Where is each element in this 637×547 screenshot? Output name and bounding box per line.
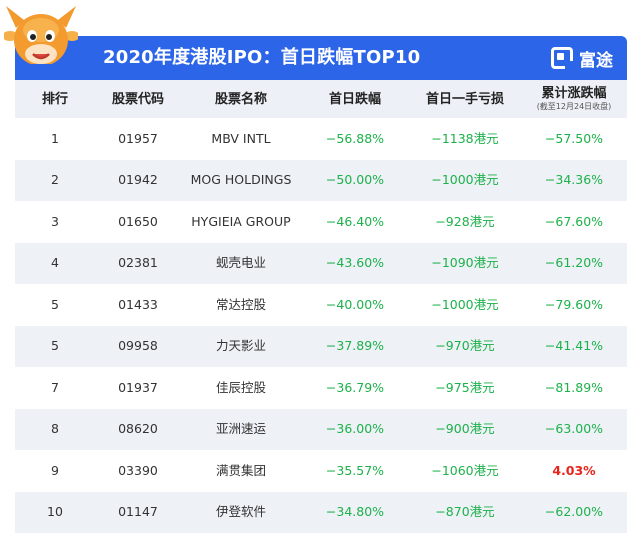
cell-cumulative: −62.00%	[521, 491, 627, 533]
cell-first-day-lot-loss: −1090港元	[409, 242, 521, 284]
cell-code: 09958	[95, 325, 181, 367]
cell-code: 01147	[95, 491, 181, 533]
header-rank: 排行	[15, 80, 95, 118]
cell-first-day-drop: −50.00%	[301, 159, 409, 201]
cell-first-day-drop: −34.80%	[301, 491, 409, 533]
table-row: 1 01957 MBV INTL −56.88% −1138港元 −57.50%	[15, 118, 627, 160]
cell-name: 蚬壳电业	[181, 242, 301, 284]
cow-mascot-icon	[4, 6, 78, 76]
table-row: 5 09958 力天影业 −37.89% −970港元 −41.41%	[15, 325, 627, 367]
page-title: 2020年度港股IPO：首日跌幅TOP10	[103, 47, 421, 68]
cell-first-day-drop: −46.40%	[325, 213, 385, 229]
cell-first-day-lot-loss: −900港元	[409, 408, 521, 450]
futu-logo-icon	[551, 47, 573, 69]
cell-first-day-lot-loss: −870港元	[409, 491, 521, 533]
header-code: 股票代码	[95, 80, 181, 118]
table-row: 8 08620 亚洲速运 −36.00% −900港元 −63.00%	[15, 408, 627, 450]
table-row: 9 03390 满贯集团 −35.57% −1060港元 4.03%	[15, 450, 627, 492]
cell-rank: 4	[15, 242, 95, 284]
table-header-row: 排行 股票代码 股票名称 首日跌幅 首日一手亏损 累计涨跌幅 (截至12月24日…	[15, 80, 627, 118]
brand: 富途	[551, 44, 613, 72]
cell-name: MOG HOLDINGS	[181, 159, 301, 201]
cell-first-day-drop: −43.60%	[301, 242, 409, 284]
header-cumulative-note: (截至12月24日收盘)	[536, 102, 612, 111]
cell-cumulative: −34.36%	[521, 159, 627, 201]
cell-rank: 5	[51, 296, 59, 312]
cell-code: 08620	[95, 408, 181, 450]
cell-name: 亚洲速运	[181, 408, 301, 450]
cell-code: 01433	[118, 296, 158, 312]
header-first-day-drop: 首日跌幅	[301, 80, 409, 118]
cell-first-day-lot-loss: −1000港元	[431, 296, 499, 312]
cell-cumulative: −41.41%	[521, 325, 627, 367]
brand-name: 富途	[579, 50, 613, 71]
table-row: 5 01433 常达控股 −40.00% −1000港元 −79.60%	[15, 284, 627, 326]
cell-cumulative: −57.50%	[544, 130, 604, 146]
cell-name: 佳辰控股	[215, 379, 266, 395]
cell-cumulative: −81.89%	[544, 379, 604, 395]
cell-code: 03390	[118, 462, 158, 478]
cell-first-day-drop: −40.00%	[325, 296, 385, 312]
cell-rank: 2	[15, 159, 95, 201]
cell-rank: 3	[51, 213, 59, 229]
cell-rank: 7	[51, 379, 59, 395]
cell-code: 02381	[95, 242, 181, 284]
header-first-day-lot-loss: 首日一手亏损	[409, 80, 521, 118]
table-row: 7 01937 佳辰控股 −36.79% −975港元 −81.89%	[15, 367, 627, 409]
cell-rank: 9	[51, 462, 59, 478]
cell-name: 满贯集团	[215, 462, 266, 478]
cell-code: 01650	[118, 213, 158, 229]
cell-first-day-lot-loss: −1138港元	[431, 130, 499, 146]
cell-first-day-lot-loss: −1000港元	[409, 159, 521, 201]
cell-first-day-lot-loss: −1060港元	[431, 462, 499, 478]
cell-first-day-drop: −36.00%	[301, 408, 409, 450]
title-banner: 2020年度港股IPO：首日跌幅TOP10 富途	[15, 36, 627, 80]
cell-cumulative: 4.03%	[552, 462, 596, 478]
header-cumulative-label: 累计涨跌幅	[541, 86, 607, 101]
cell-cumulative: −61.20%	[521, 242, 627, 284]
cell-first-day-drop: −56.88%	[325, 130, 385, 146]
cell-cumulative: −67.60%	[544, 213, 604, 229]
cell-code: 01937	[118, 379, 158, 395]
cell-first-day-drop: −37.89%	[301, 325, 409, 367]
cell-first-day-drop: −35.57%	[325, 462, 385, 478]
cell-rank: 10	[15, 491, 95, 533]
cell-name: 伊登软件	[181, 491, 301, 533]
table-row: 3 01650 HYGIEIA GROUP −46.40% −928港元 −67.60%	[15, 201, 627, 243]
cell-code: 01942	[95, 159, 181, 201]
cell-first-day-lot-loss: −970港元	[409, 325, 521, 367]
cell-cumulative: −63.00%	[521, 408, 627, 450]
table-row: 2 01942 MOG HOLDINGS −50.00% −1000港元 −34.36%	[15, 159, 627, 201]
cell-name: 常达控股	[215, 296, 266, 312]
cell-rank: 1	[51, 130, 59, 146]
cell-first-day-lot-loss: −975港元	[435, 379, 495, 395]
table-row: 10 01147 伊登软件 −34.80% −870港元 −62.00%	[15, 491, 627, 533]
ipo-drop-table: 排行 股票代码 股票名称 首日跌幅 首日一手亏损 累计涨跌幅 (截至12月24日…	[15, 80, 627, 533]
cell-code: 01957	[118, 130, 158, 146]
table-row: 4 02381 蚬壳电业 −43.60% −1090港元 −61.20%	[15, 242, 627, 284]
cell-name: HYGIEIA GROUP	[191, 213, 291, 229]
header-cumulative: 累计涨跌幅 (截至12月24日收盘)	[521, 80, 627, 118]
cell-first-day-lot-loss: −928港元	[435, 213, 495, 229]
cell-cumulative: −79.60%	[544, 296, 604, 312]
cell-name: MBV INTL	[211, 130, 271, 146]
cell-name: 力天影业	[181, 325, 301, 367]
header-name: 股票名称	[181, 80, 301, 118]
cell-first-day-drop: −36.79%	[325, 379, 385, 395]
cell-rank: 8	[15, 408, 95, 450]
cell-rank: 5	[15, 325, 95, 367]
